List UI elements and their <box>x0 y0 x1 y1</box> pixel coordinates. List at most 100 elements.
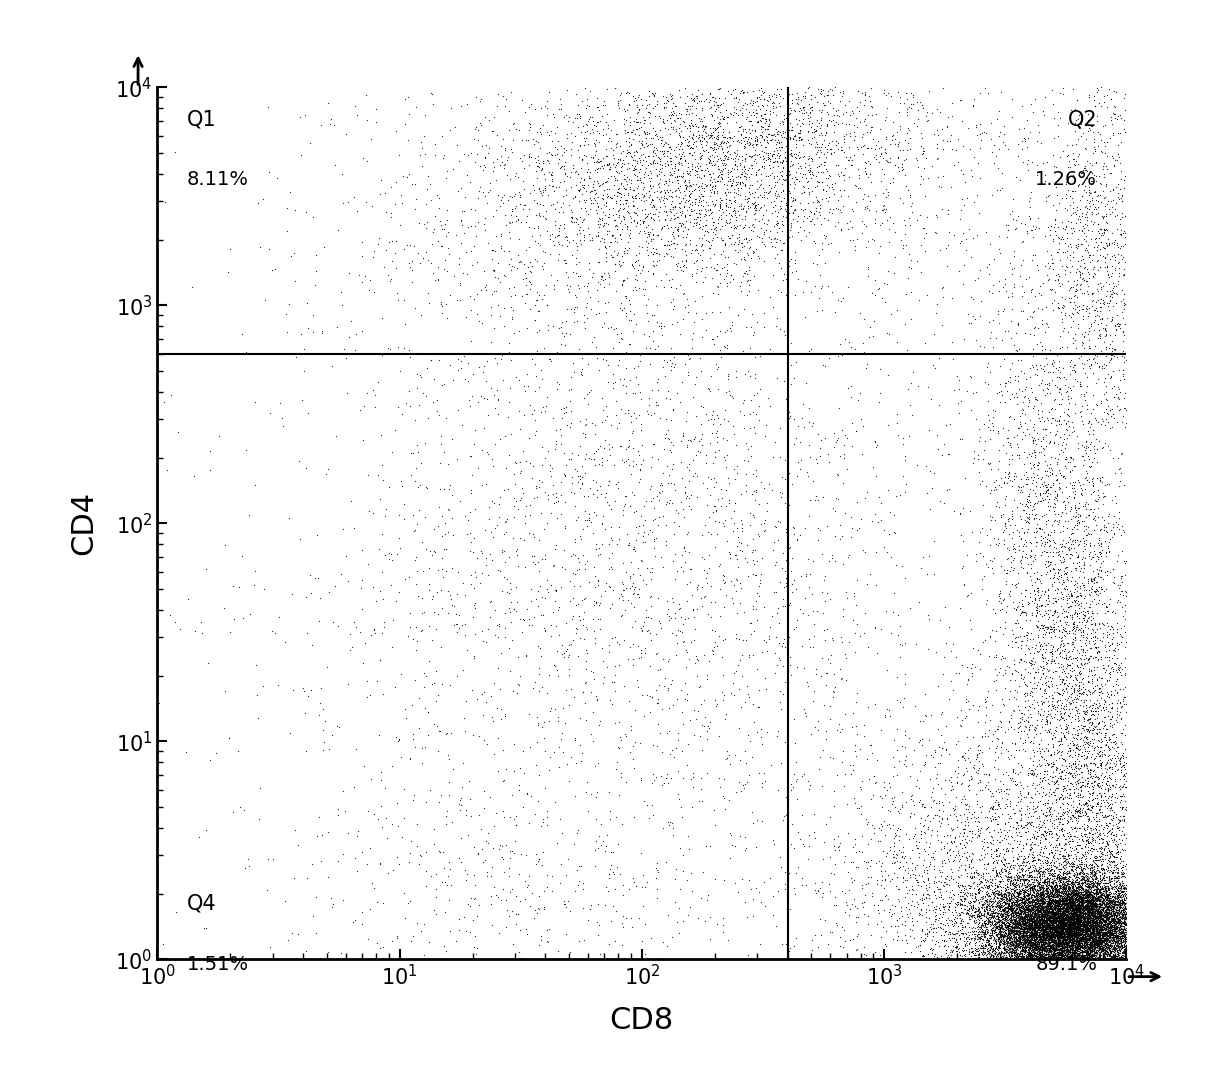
Point <box>1061 898 1080 916</box>
Point <box>1026 924 1045 942</box>
Point <box>1038 692 1057 710</box>
Point <box>1107 881 1126 898</box>
Point <box>647 201 666 218</box>
Point <box>1040 870 1060 887</box>
Point <box>1006 601 1026 618</box>
Point <box>369 726 389 743</box>
Point <box>1058 924 1078 942</box>
Point <box>949 944 969 961</box>
Point <box>817 86 837 104</box>
Point <box>1023 912 1043 930</box>
Point <box>1055 821 1074 838</box>
Point <box>1040 898 1060 916</box>
Point <box>1108 743 1127 761</box>
Point <box>638 207 658 225</box>
Point <box>1046 663 1066 680</box>
Point <box>1041 911 1061 929</box>
Point <box>1004 541 1023 558</box>
Point <box>991 834 1010 851</box>
Point <box>723 227 742 244</box>
Point <box>562 450 581 468</box>
Point <box>1039 590 1058 607</box>
Point <box>1092 358 1112 375</box>
Point <box>983 918 1003 935</box>
Point <box>983 810 1003 827</box>
Point <box>1044 351 1063 368</box>
Point <box>1048 935 1067 953</box>
Point <box>1049 560 1068 578</box>
Point <box>1108 928 1127 945</box>
Point <box>1112 901 1131 919</box>
Point <box>661 90 681 108</box>
Point <box>1096 909 1115 926</box>
Point <box>1034 934 1054 952</box>
Point <box>853 128 872 145</box>
Point <box>648 451 667 469</box>
Point <box>411 476 430 494</box>
Point <box>1084 913 1103 931</box>
Point <box>1052 923 1072 941</box>
Point <box>1085 658 1104 676</box>
Point <box>1101 946 1120 964</box>
Point <box>1110 894 1130 911</box>
Point <box>999 891 1018 908</box>
Point <box>1095 931 1114 948</box>
Point <box>500 335 520 352</box>
Point <box>728 306 747 324</box>
Point <box>1071 897 1090 915</box>
Point <box>1037 785 1056 802</box>
Point <box>978 892 998 909</box>
Point <box>528 899 547 917</box>
Point <box>1022 680 1041 698</box>
Point <box>1058 917 1078 934</box>
Point <box>1055 924 1074 942</box>
Point <box>1031 928 1050 945</box>
Point <box>1104 894 1124 911</box>
Point <box>779 627 798 644</box>
Point <box>649 108 668 125</box>
Point <box>1021 915 1040 932</box>
Point <box>1102 943 1121 960</box>
Point <box>877 544 896 561</box>
Point <box>970 169 989 186</box>
Point <box>1060 909 1079 926</box>
Point <box>718 278 737 295</box>
Point <box>1023 912 1043 930</box>
Point <box>1067 936 1086 954</box>
Point <box>1078 820 1097 837</box>
Point <box>1001 665 1021 682</box>
Point <box>731 199 751 217</box>
Point <box>419 251 438 268</box>
Point <box>998 637 1017 654</box>
Point <box>1062 880 1081 897</box>
Point <box>1016 929 1035 946</box>
Point <box>679 560 699 578</box>
Point <box>1087 879 1107 896</box>
Point <box>1086 901 1106 919</box>
Point <box>1081 911 1101 929</box>
Point <box>1081 929 1101 946</box>
Point <box>1112 936 1131 954</box>
Point <box>1017 929 1037 946</box>
Point <box>1018 882 1038 899</box>
Point <box>1040 862 1060 880</box>
Point <box>585 190 604 207</box>
Point <box>1021 928 1040 945</box>
Point <box>1023 735 1043 752</box>
Point <box>1117 829 1136 847</box>
Point <box>561 278 580 295</box>
Point <box>1103 912 1123 930</box>
Point <box>1091 900 1110 918</box>
Point <box>799 630 819 647</box>
Point <box>584 610 603 628</box>
Point <box>983 897 1003 915</box>
Point <box>1085 143 1104 160</box>
Point <box>1055 895 1074 912</box>
Point <box>1021 937 1040 955</box>
Point <box>1071 922 1090 940</box>
Point <box>1011 704 1031 722</box>
Point <box>748 578 768 595</box>
Point <box>948 845 968 862</box>
Point <box>1058 857 1078 874</box>
Point <box>475 209 494 227</box>
